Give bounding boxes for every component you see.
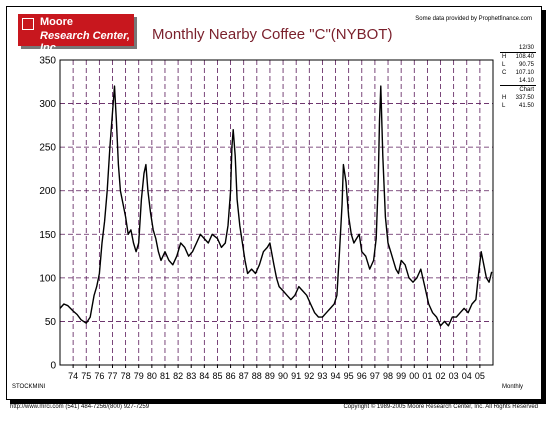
x-tick-label: 76 xyxy=(94,371,104,381)
stats-range-label: L xyxy=(502,103,506,109)
stats-range-value: 337.50 xyxy=(515,95,534,101)
x-tick-label: 80 xyxy=(147,371,157,381)
bottom-right-label: Monthly xyxy=(502,384,524,390)
price-series-line xyxy=(59,85,493,327)
x-tick-label: 81 xyxy=(160,371,170,381)
stats-current-row: L 90.75 xyxy=(500,61,536,69)
stats-current-label: C xyxy=(502,70,507,76)
x-tick-label: 03 xyxy=(449,371,459,381)
x-tick-label: 93 xyxy=(317,371,327,381)
x-tick-label: 91 xyxy=(291,371,301,381)
x-tick-label: 74 xyxy=(68,371,78,381)
x-tick-label: 83 xyxy=(186,371,196,381)
x-tick-label: 89 xyxy=(265,371,275,381)
stats-current-value: 108.40 xyxy=(515,54,534,60)
plot-border xyxy=(59,59,494,366)
x-tick-label: 90 xyxy=(278,371,288,381)
stats-current-row: 14.10 xyxy=(500,77,536,85)
x-tick-label: 94 xyxy=(331,371,341,381)
stats-current-label: H xyxy=(502,54,507,60)
stats-current-value: 90.75 xyxy=(518,62,534,68)
stats-range-value: 41.50 xyxy=(518,103,534,109)
stats-date: 12/30 xyxy=(518,45,534,51)
x-tick-label: 87 xyxy=(239,371,249,381)
stats-current-row: H 108.40 xyxy=(500,53,536,61)
y-tick-label: 350 xyxy=(39,56,56,67)
x-tick-label: 79 xyxy=(134,371,144,381)
x-tick-label: 04 xyxy=(462,371,472,381)
x-tick-label: 96 xyxy=(357,371,367,381)
y-tick-label: 300 xyxy=(39,99,56,110)
footer-contact: http://www.mrci.com (541) 484-7256/(800)… xyxy=(10,404,150,410)
x-tick-label: 92 xyxy=(304,371,314,381)
x-tick-label: 84 xyxy=(199,371,209,381)
y-tick-label: 0 xyxy=(50,361,56,372)
stats-current-row: C 107.10 xyxy=(500,69,536,77)
stats-box: 12/30 H 108.40 L 90.75 C 107.10 14.10 Chart H 3… xyxy=(500,44,536,110)
chart-title: Monthly Nearby Coffee "C"(NYBOT) xyxy=(152,26,393,43)
y-tick-label: 150 xyxy=(39,230,56,241)
x-tick-label: 00 xyxy=(409,371,419,381)
y-tick-label: 250 xyxy=(39,143,56,154)
logo-subname: Research Center, Inc. xyxy=(40,30,130,54)
bottom-left-label: STOCKMINI xyxy=(12,384,46,390)
y-tick-label: 100 xyxy=(39,273,56,284)
x-tick-label: 85 xyxy=(212,371,222,381)
stats-chart-heading: Chart xyxy=(519,87,534,93)
y-tick-label: 50 xyxy=(45,317,57,328)
stats-range-label: H xyxy=(502,95,507,101)
logo-mark-icon xyxy=(22,18,34,30)
x-tick-label: 99 xyxy=(396,371,406,381)
x-tick-label: 97 xyxy=(370,371,380,381)
chart-frame xyxy=(6,6,542,400)
x-tick-label: 75 xyxy=(81,371,91,381)
x-tick-label: 82 xyxy=(173,371,183,381)
x-tick-label: 77 xyxy=(107,371,117,381)
stats-range-row: L 41.50 xyxy=(500,102,536,110)
footer-copyright: Copyright © 1989-2005 Moore Research Cen… xyxy=(343,404,538,410)
y-tick-label: 200 xyxy=(39,186,56,197)
x-tick-label: 01 xyxy=(422,371,432,381)
x-tick-label: 88 xyxy=(252,371,262,381)
x-tick-label: 05 xyxy=(475,371,485,381)
source-note: Some data provided by Prophetfinance.com xyxy=(415,16,532,22)
x-tick-label: 86 xyxy=(226,371,236,381)
stats-range-row: H 337.50 xyxy=(500,94,536,102)
x-tick-label: 02 xyxy=(436,371,446,381)
stats-current-label: L xyxy=(502,62,506,68)
stats-current-value: 107.10 xyxy=(515,70,534,76)
x-tick-label: 78 xyxy=(121,371,131,381)
logo-name: Moore xyxy=(40,16,73,28)
x-tick-label: 95 xyxy=(344,371,354,381)
stats-current-value: 14.10 xyxy=(518,78,534,84)
x-tick-label: 98 xyxy=(383,371,393,381)
moore-logo: Moore Research Center, Inc. xyxy=(18,14,134,54)
